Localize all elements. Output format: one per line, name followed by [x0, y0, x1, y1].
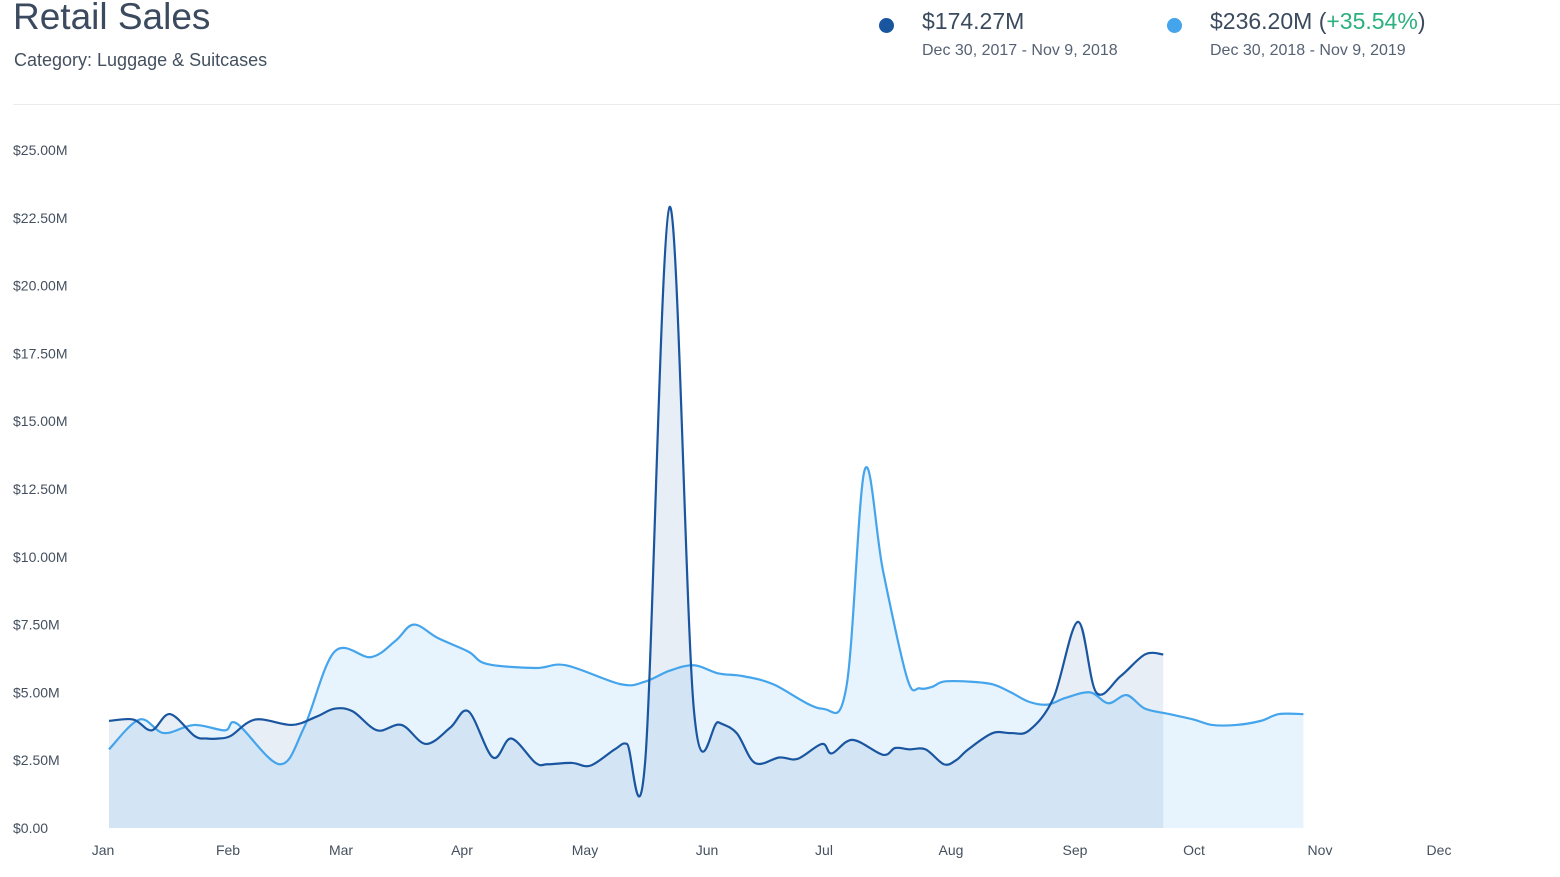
x-tick-label: Sep: [1063, 842, 1088, 858]
y-tick-label: $12.50M: [13, 481, 67, 497]
chart-subtitle: Category: Luggage & Suitcases: [14, 50, 268, 70]
y-tick-label: $15.00M: [13, 413, 67, 429]
y-tick-label: $7.50M: [13, 617, 60, 633]
x-tick-label: Jun: [696, 842, 719, 858]
y-tick-label: $10.00M: [13, 549, 67, 565]
series-line-current-year: [108, 466, 1304, 766]
legend-change-percent: +35.54%: [1326, 8, 1418, 34]
chart-title: Retail Sales: [13, 0, 211, 37]
y-tick-label: $20.00M: [13, 278, 67, 294]
legend-value: $174.27M: [922, 8, 1025, 34]
x-tick-label: Nov: [1308, 842, 1333, 858]
y-tick-label: $25.00M: [13, 142, 67, 158]
x-tick-label: Mar: [329, 842, 353, 858]
x-tick-label: Dec: [1427, 842, 1452, 858]
x-tick-label: May: [572, 842, 598, 858]
x-tick-label: Jan: [92, 842, 115, 858]
x-tick-label: Oct: [1183, 842, 1205, 858]
y-tick-label: $0.00: [13, 820, 48, 836]
x-tick-label: Apr: [451, 842, 473, 858]
legend-dot-icon: [1167, 18, 1182, 33]
series-area-prior-year: [109, 206, 1164, 829]
legend-value-text: $236.20M (: [1210, 8, 1327, 34]
y-tick-label: $17.50M: [13, 345, 67, 361]
y-tick-label: $5.00M: [13, 684, 60, 700]
legend-value-close: ): [1417, 8, 1426, 34]
y-tick-label: $22.50M: [13, 210, 67, 226]
legend-dot-icon: [879, 18, 894, 33]
x-tick-label: Feb: [216, 842, 240, 858]
series-line-prior-year: [108, 205, 1164, 798]
legend-date-range: Dec 30, 2018 - Nov 9, 2019: [1210, 42, 1406, 59]
legend-date-range: Dec 30, 2017 - Nov 9, 2018: [922, 42, 1118, 59]
x-tick-label: Aug: [939, 842, 964, 858]
header-divider: [13, 104, 1560, 105]
x-tick-label: Jul: [815, 842, 833, 858]
y-tick-label: $2.50M: [13, 752, 60, 768]
series-area-current-year: [109, 467, 1304, 828]
legend-value: $236.20M (+35.54%): [1210, 8, 1425, 35]
